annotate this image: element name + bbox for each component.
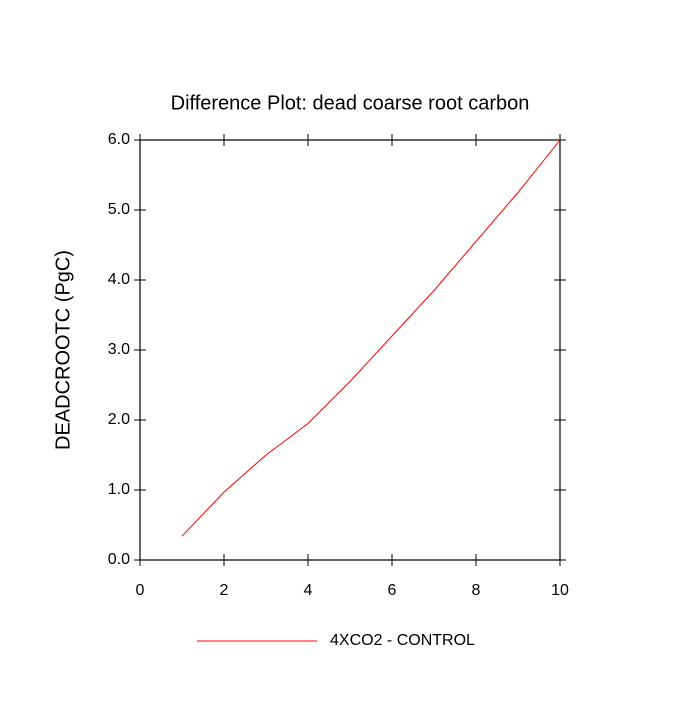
x-tick-label: 4	[304, 582, 313, 599]
plot-frame	[139, 139, 561, 561]
y-tick-label: 5.0	[108, 201, 130, 218]
x-tick-label: 2	[220, 582, 229, 599]
y-axis-label: DEADCROOTC (PgC)	[52, 250, 74, 450]
y-tick-label: 0.0	[108, 551, 130, 568]
x-tick-label: 10	[551, 582, 569, 599]
chart-title: Difference Plot: dead coarse root carbon	[171, 92, 530, 114]
y-tick-label: 6.0	[108, 131, 130, 148]
x-tick-label: 6	[388, 582, 397, 599]
x-tick-label: 0	[136, 582, 145, 599]
data-line	[181, 139, 561, 537]
y-tick-label: 2.0	[108, 411, 130, 428]
x-tick-label: 8	[472, 582, 481, 599]
y-tick-label: 1.0	[108, 481, 130, 498]
legend-label: 4XCO2 - CONTROL	[330, 632, 475, 649]
y-tick-label: 3.0	[108, 341, 130, 358]
y-tick-label: 4.0	[108, 271, 130, 288]
